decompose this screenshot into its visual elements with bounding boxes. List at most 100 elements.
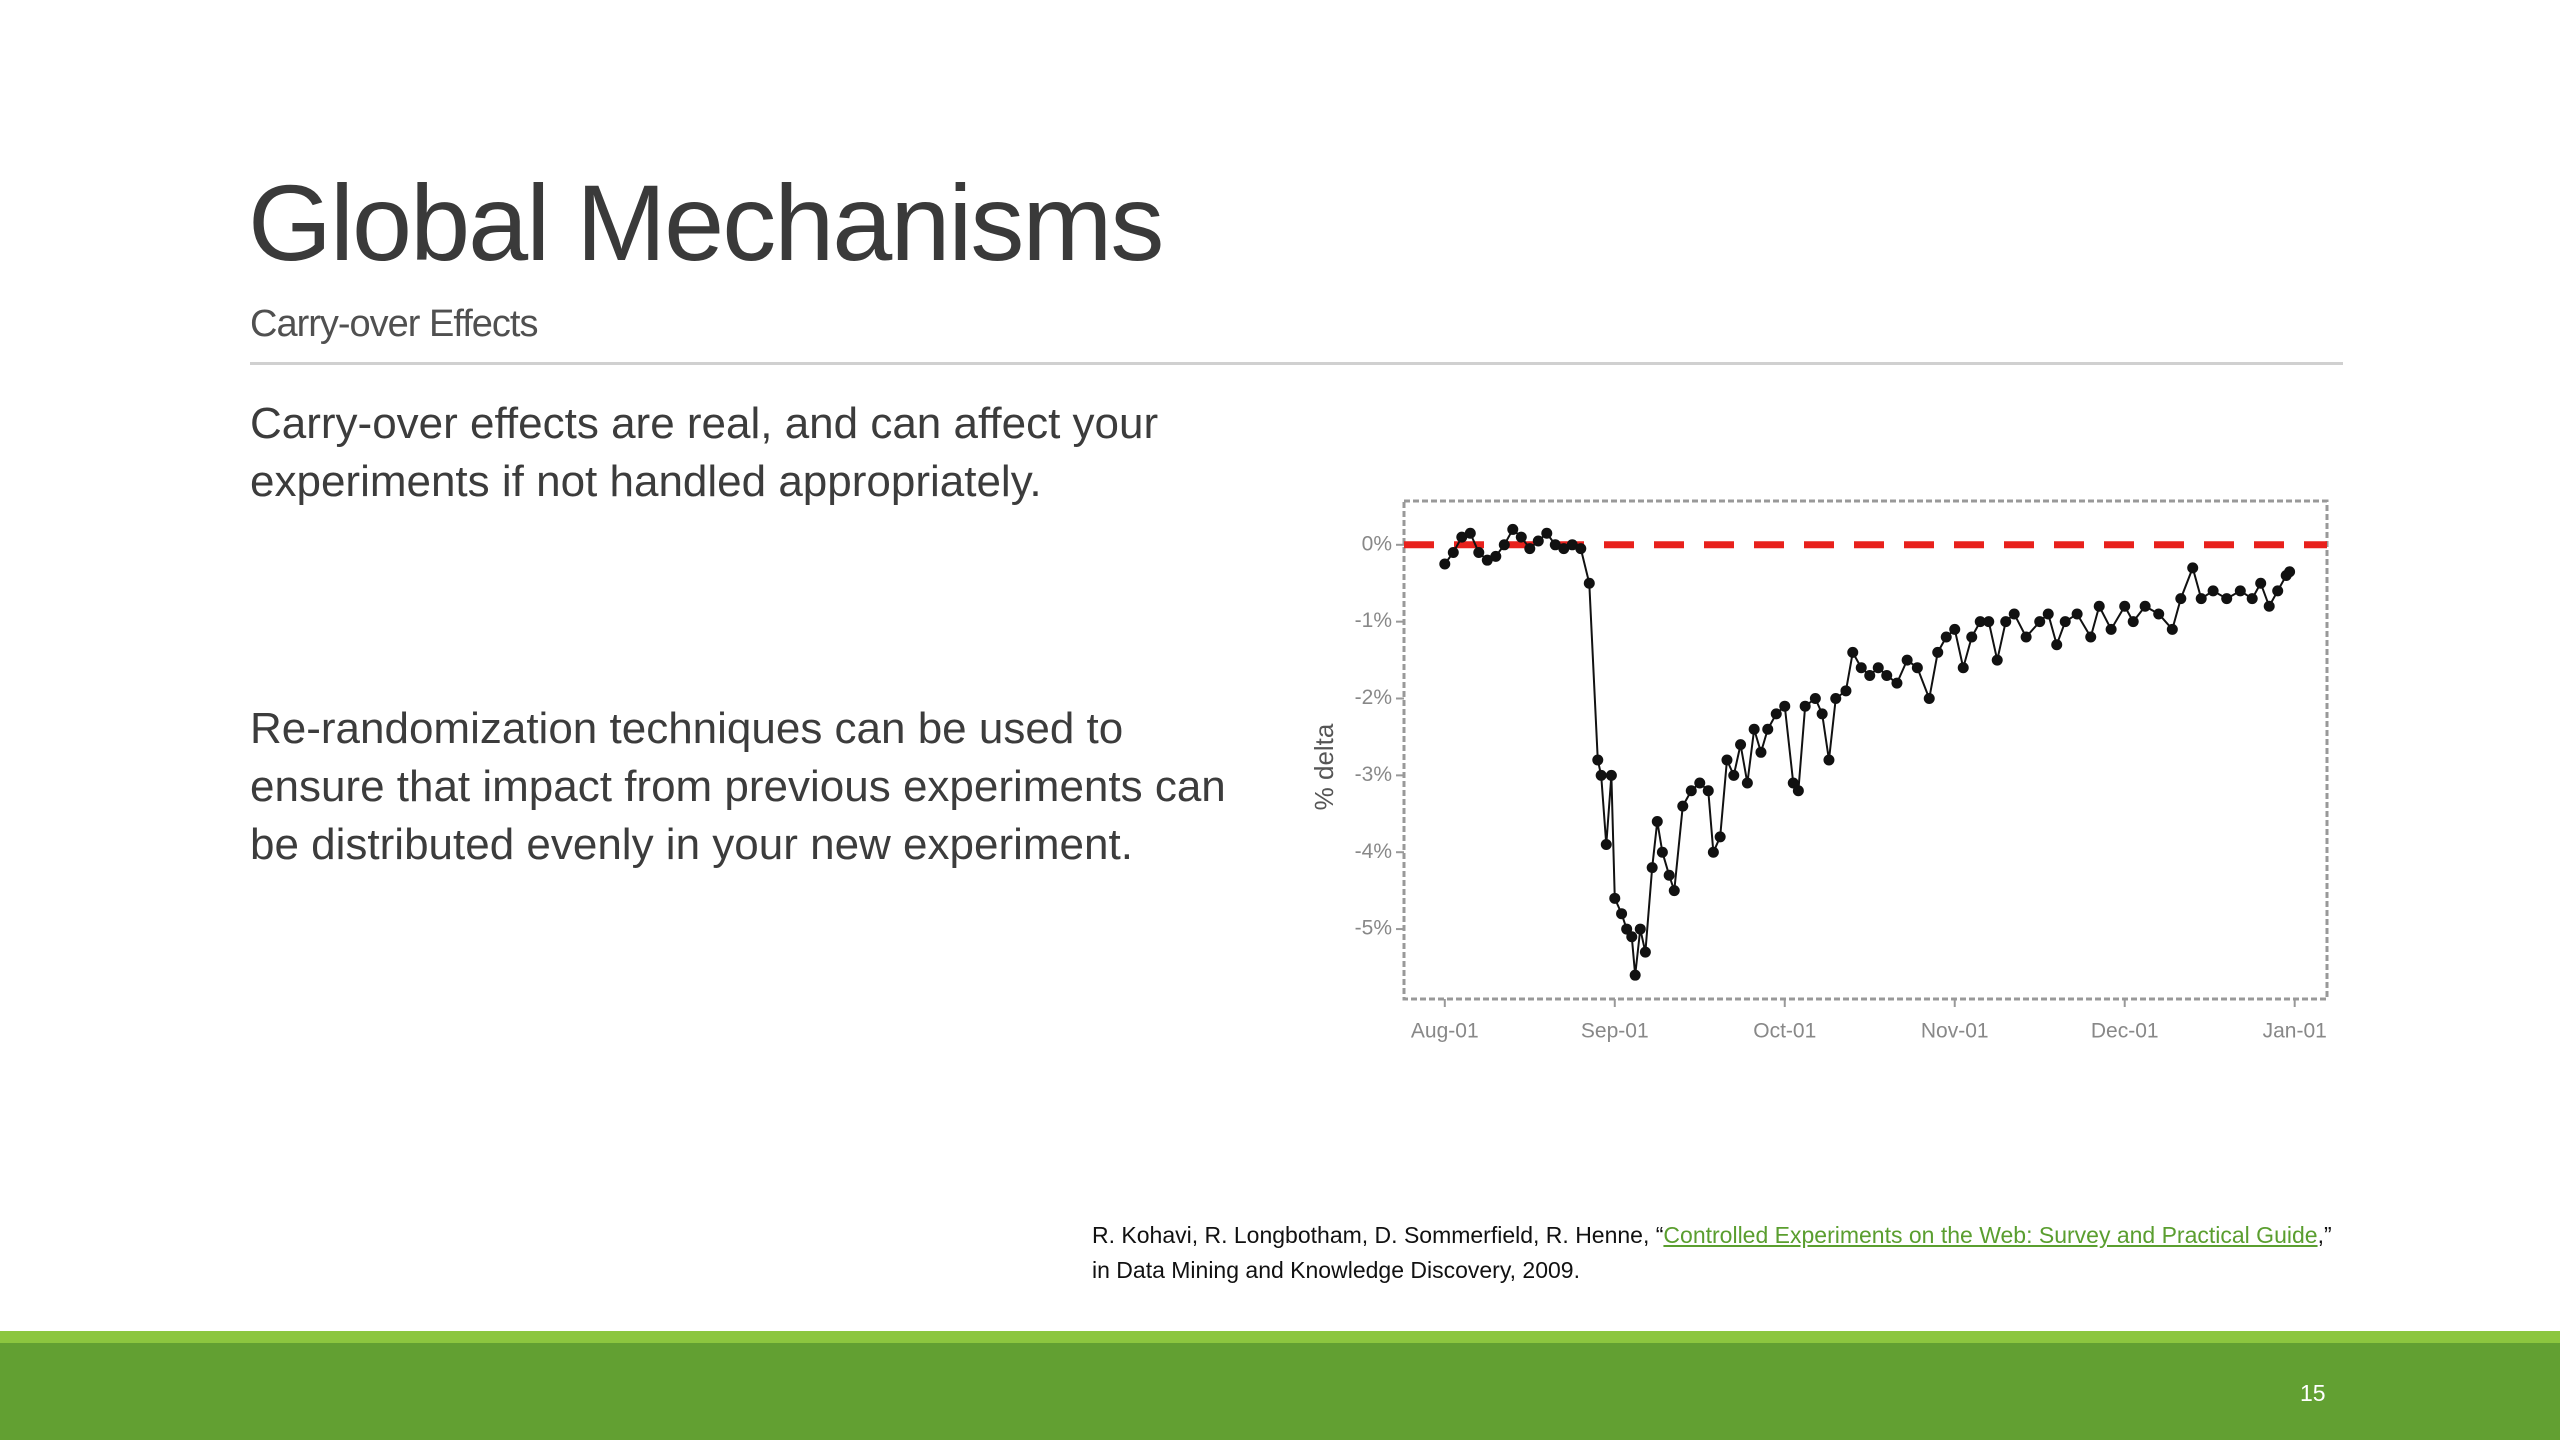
y-tick-label: -1% — [1355, 609, 1392, 632]
data-point — [1600, 839, 1612, 851]
data-point — [1779, 700, 1791, 712]
data-point — [1626, 931, 1638, 943]
page-number: 15 — [2300, 1380, 2326, 1406]
y-tick-label: -4% — [1355, 840, 1392, 863]
data-point — [1549, 539, 1561, 551]
data-point — [1456, 531, 1468, 543]
data-point — [1464, 527, 1476, 539]
data-point — [1991, 654, 2003, 666]
paragraph: Re-randomization techniques can be used … — [250, 704, 1226, 869]
footer-bar — [0, 1343, 2560, 1440]
data-point — [1830, 693, 1842, 705]
data-point — [1634, 923, 1646, 935]
data-point — [1735, 739, 1747, 751]
data-point — [1498, 539, 1510, 551]
data-point — [1646, 862, 1658, 874]
paragraph: Carry-over effects are real, and can aff… — [250, 399, 1159, 506]
data-point — [2166, 623, 2178, 635]
data-point — [1792, 785, 1804, 797]
data-point — [1515, 531, 1527, 543]
data-point — [2255, 577, 2267, 589]
data-point — [1605, 769, 1617, 781]
data-point — [1949, 623, 1961, 635]
data-point — [1595, 769, 1607, 781]
data-point — [2272, 585, 2284, 597]
data-point — [1770, 708, 1782, 720]
data-point — [2020, 631, 2032, 643]
data-point — [2093, 600, 2105, 612]
data-point — [1974, 616, 1986, 628]
divider — [250, 362, 2343, 365]
data-point — [2234, 585, 2246, 597]
data-point — [1481, 554, 1493, 566]
data-point — [1957, 662, 1969, 674]
data-point — [2051, 639, 2063, 651]
data-point — [1507, 523, 1519, 535]
data-point — [1524, 543, 1536, 555]
data-point — [1932, 646, 1944, 658]
data-point — [1923, 693, 1935, 705]
data-point — [1541, 527, 1553, 539]
data-point — [2246, 593, 2258, 605]
chart: % delta 0% -1% -2% -3% -4% -5% Aug-01 Sep-01 Oct… — [1309, 499, 2329, 1043]
data-point — [2175, 593, 2187, 605]
x-tick-label: Dec-01 — [2091, 1020, 2159, 1043]
data-point — [1651, 815, 1663, 827]
data-point — [1721, 754, 1733, 766]
data-point — [1629, 969, 1641, 981]
y-tick-label: -2% — [1355, 686, 1392, 709]
data-point — [1762, 723, 1774, 735]
data-point — [1685, 785, 1697, 797]
data-point — [1616, 908, 1628, 920]
data-line — [1443, 527, 2291, 976]
y-tick-label: 0% — [1362, 532, 1392, 555]
data-point — [1891, 677, 1903, 689]
citation-link[interactable]: Controlled Experiments on the Web: Surve… — [1663, 1222, 2318, 1248]
footer-accent — [0, 1331, 2560, 1343]
data-point — [1583, 577, 1595, 589]
x-tick-label: Jan-01 — [2263, 1020, 2327, 1043]
data-point — [2207, 585, 2219, 597]
data-point — [2153, 608, 2165, 620]
data-point — [2195, 593, 2207, 605]
data-point — [1901, 654, 1913, 666]
data-point — [1663, 869, 1675, 881]
data-point — [1983, 616, 1995, 628]
data-point — [1490, 550, 1502, 562]
data-point — [1668, 885, 1680, 897]
data-point — [1864, 669, 1876, 681]
data-point — [1799, 700, 1811, 712]
data-point — [2187, 562, 2199, 574]
data-point — [1872, 662, 1884, 674]
data-point — [1558, 543, 1570, 555]
y-tick-label: -3% — [1355, 763, 1392, 786]
data-point — [2105, 623, 2117, 635]
data-point — [1855, 662, 1867, 674]
data-point — [2071, 608, 2083, 620]
data-point — [2042, 608, 2054, 620]
data-point — [1656, 846, 1668, 858]
data-point — [2263, 600, 2275, 612]
data-point — [2085, 631, 2097, 643]
data-point — [1741, 777, 1753, 789]
data-point — [1940, 631, 1952, 643]
data-point — [1816, 708, 1828, 720]
data-point — [1592, 754, 1604, 766]
data-point — [1575, 543, 1587, 555]
plot-frame — [1402, 499, 2329, 1001]
data-point — [1840, 685, 1852, 697]
citation: R. Kohavi, R. Longbotham, D. Sommerfield… — [1092, 1218, 2342, 1288]
data-point — [1809, 693, 1821, 705]
x-tick-label: Aug-01 — [1411, 1020, 1479, 1043]
data-point — [1694, 777, 1706, 789]
data-point — [1714, 831, 1726, 843]
slide-subtitle: Carry-over Effects — [250, 303, 538, 345]
data-point — [2119, 600, 2131, 612]
data-point — [1702, 785, 1714, 797]
data-point — [1707, 846, 1719, 858]
x-tick-label: Nov-01 — [1921, 1020, 1989, 1043]
data-point — [1847, 646, 1859, 658]
slide-title: Global Mechanisms — [248, 162, 1164, 283]
data-point — [1439, 558, 1451, 570]
